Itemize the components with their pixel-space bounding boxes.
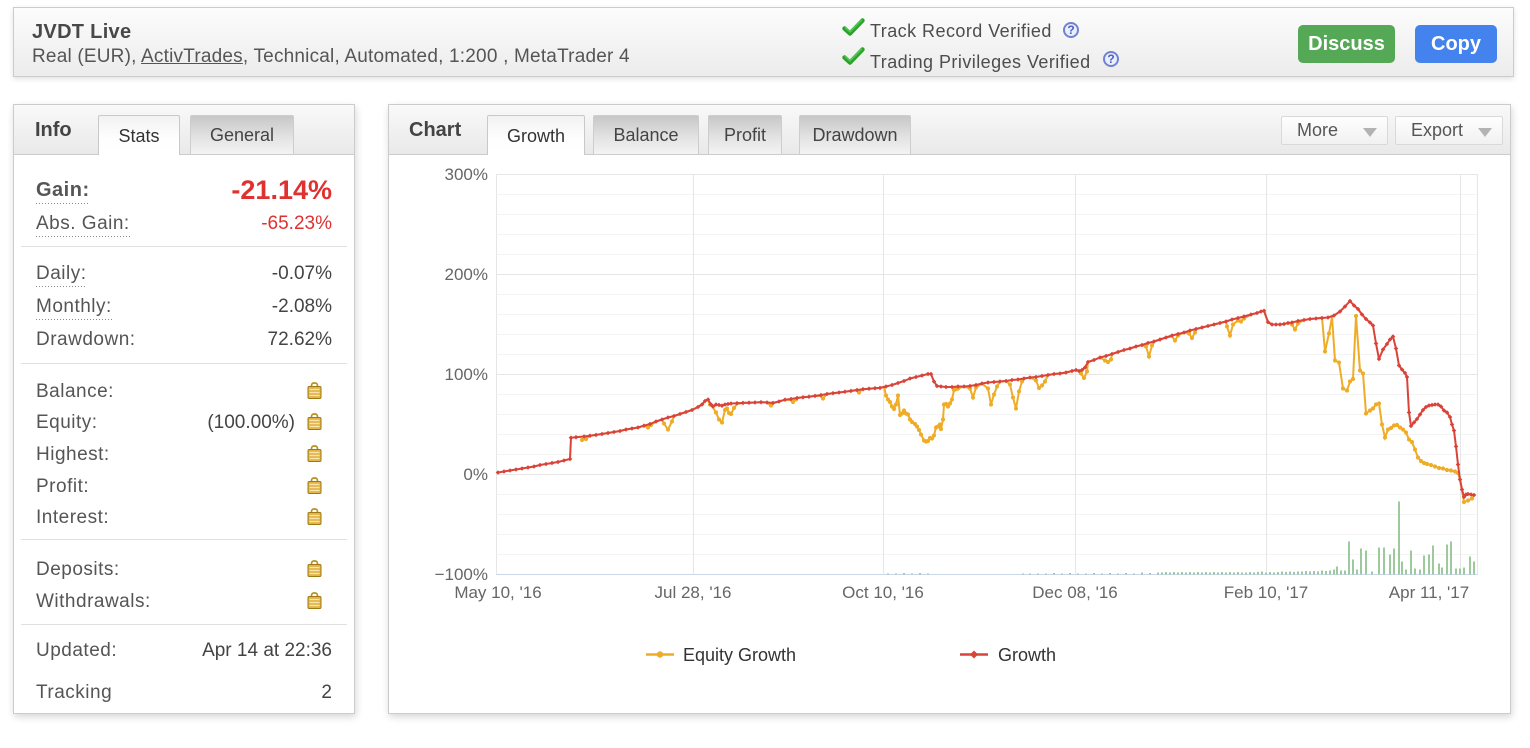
svg-text:May 10, '16: May 10, '16 bbox=[454, 583, 541, 602]
svg-text:Oct 10, '16: Oct 10, '16 bbox=[842, 583, 924, 602]
svg-text:0%: 0% bbox=[463, 465, 488, 484]
svg-text:Dec 08, '16: Dec 08, '16 bbox=[1032, 583, 1117, 602]
svg-text:Equity Growth: Equity Growth bbox=[683, 645, 796, 665]
svg-text:Growth: Growth bbox=[998, 645, 1056, 665]
svg-text:300%: 300% bbox=[445, 165, 488, 184]
svg-text:Feb 10, '17: Feb 10, '17 bbox=[1224, 583, 1309, 602]
svg-text:Jul 28, '16: Jul 28, '16 bbox=[655, 583, 732, 602]
svg-text:Apr 11, '17: Apr 11, '17 bbox=[1389, 583, 1469, 602]
svg-text:100%: 100% bbox=[445, 365, 488, 384]
svg-text:200%: 200% bbox=[445, 265, 488, 284]
svg-text:−100%: −100% bbox=[435, 565, 488, 584]
